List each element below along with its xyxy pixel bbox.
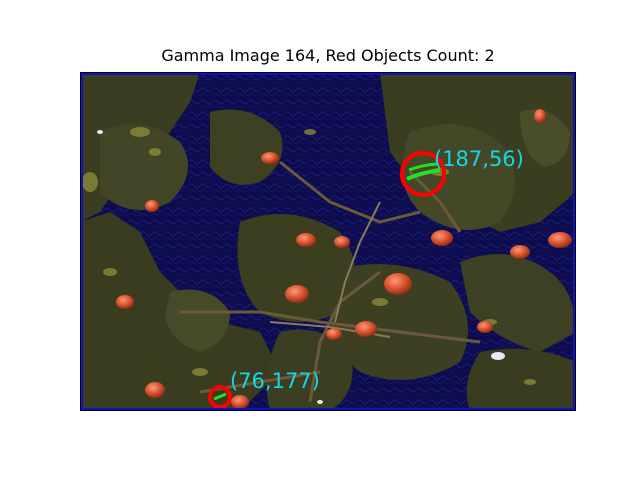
leaf-highlights [82,127,536,385]
specular-highlights [97,130,505,404]
fruits [116,109,572,409]
detection-circle [208,385,232,409]
figure-title: Gamma Image 164, Red Objects Count: 2 [161,46,495,65]
detection-marker-1 [400,151,446,197]
detection-coordinate-label: (76,177) [230,369,320,393]
detection-contour [408,162,438,172]
gamma-image-canvas [80,72,576,411]
detection-contour [213,392,227,401]
branches [180,160,481,403]
detection-contour [406,168,441,181]
gamma-image [80,72,576,411]
detection-coordinate-label: (187,56) [434,147,524,171]
detection-circle [400,151,446,197]
detection-marker-2 [208,385,232,409]
